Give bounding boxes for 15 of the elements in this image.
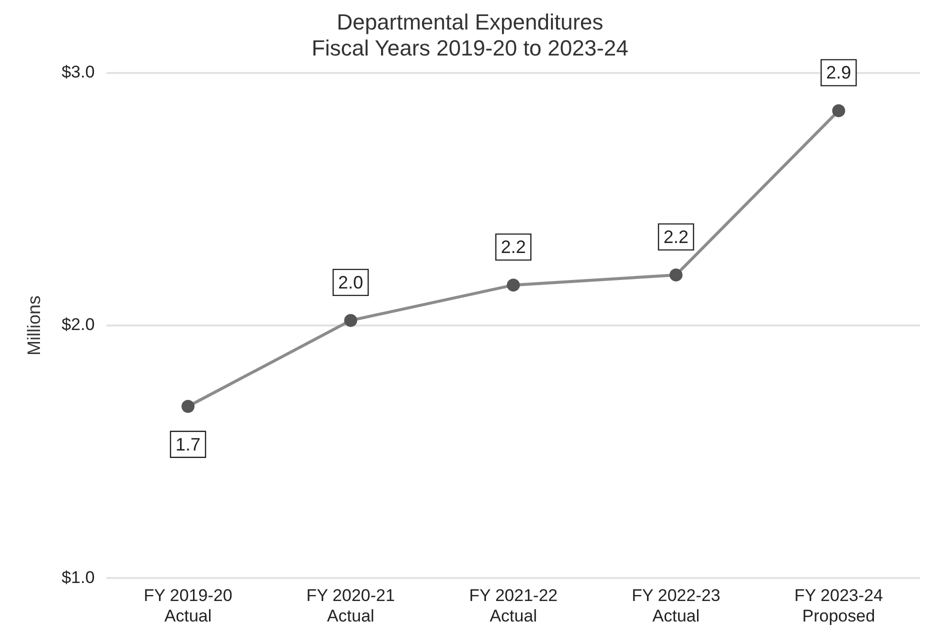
data-label: 2.2 [500, 237, 526, 258]
x-tick-label: FY 2019-20 Actual [144, 586, 232, 626]
data-label: 1.7 [176, 434, 201, 454]
data-label: 2.2 [663, 226, 689, 247]
y-axis-title: Millions [24, 295, 44, 356]
x-tick-label: FY 2020-21 Actual [306, 586, 395, 626]
y-tick-label: $3.0 [62, 62, 95, 82]
data-label: 2.0 [338, 272, 364, 292]
x-tick-label: FY 2023-24 Proposed [794, 586, 883, 626]
x-tick-label: FY 2021-22 Actual [469, 586, 558, 626]
y-tick-label: $1.0 [62, 568, 95, 587]
x-tick-label: FY 2022-23 Actual [632, 586, 720, 626]
y-tick-label: $2.0 [62, 315, 95, 334]
chart-title: Departmental Expenditures Fiscal Years 2019-20 to 2023-24 [312, 9, 628, 61]
data-label: 2.9 [826, 62, 852, 83]
